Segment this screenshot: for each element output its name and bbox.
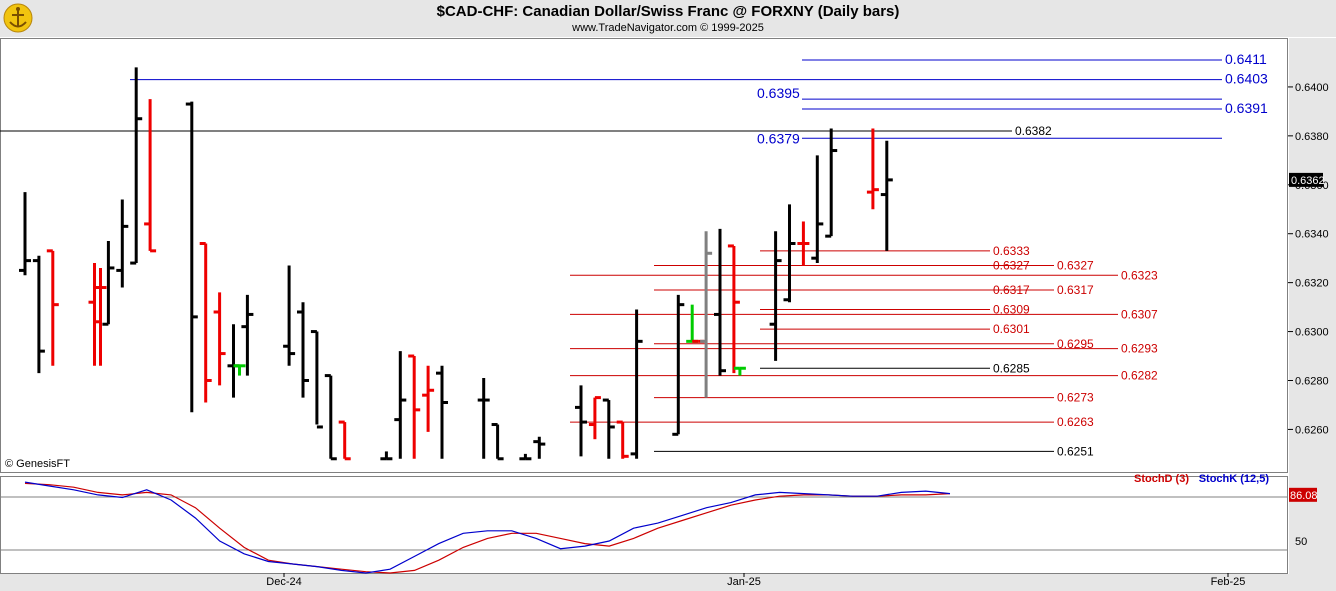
ohlc-bar[interactable] <box>283 265 296 366</box>
level-label-0.6333: 0.6333 <box>993 244 1030 258</box>
level-label-0.6309: 0.6309 <box>993 303 1030 317</box>
ohlc-bar[interactable] <box>297 302 309 398</box>
ohlc-bar[interactable] <box>102 241 115 326</box>
level-label-0.6327: 0.6327 <box>993 259 1030 273</box>
anchor-logo-icon <box>3 3 33 33</box>
stoch-d-line <box>24 482 951 574</box>
ohlc-bar[interactable] <box>116 199 129 288</box>
level-label-0.6293: 0.6293 <box>1121 342 1158 356</box>
ohlc-bar[interactable] <box>575 385 587 457</box>
level-label-0.6317: 0.6317 <box>1057 283 1094 297</box>
level-label-0.6411: 0.6411 <box>1225 51 1267 67</box>
bottom-axis-background <box>0 574 1289 591</box>
ohlc-bar[interactable] <box>233 364 246 376</box>
ohlc-bar[interactable] <box>533 436 546 459</box>
stoch-d-legend: StochD (3) <box>1134 473 1189 485</box>
ohlc-bar[interactable] <box>408 354 421 459</box>
last-price-box <box>1289 172 1323 187</box>
ohlc-bar[interactable] <box>797 221 810 266</box>
y-tick-label: 0.6300 <box>1295 327 1329 339</box>
ohlc-bar[interactable] <box>338 420 351 461</box>
level-label-0.6307: 0.6307 <box>1121 307 1158 321</box>
ohlc-bar[interactable] <box>616 420 629 459</box>
level-label-0.6323: 0.6323 <box>1121 268 1158 282</box>
watermark-text: © GenesisFT <box>5 458 70 470</box>
ohlc-bar[interactable] <box>310 330 323 429</box>
ohlc-bar[interactable] <box>436 365 448 459</box>
stoch-value-box <box>1289 487 1317 502</box>
ohlc-bar[interactable] <box>602 398 615 459</box>
ohlc-bar[interactable] <box>880 140 893 251</box>
x-tick-label: Jan-25 <box>727 576 761 588</box>
y-tick-label: 0.6280 <box>1295 375 1329 387</box>
ohlc-bar[interactable] <box>733 366 746 376</box>
ohlc-bar[interactable] <box>144 99 157 253</box>
ohlc-bar[interactable] <box>477 378 490 459</box>
chart-title: $CAD-CHF: Canadian Dollar/Swiss Franc @ … <box>436 3 900 20</box>
level-label-0.6327: 0.6327 <box>1057 259 1094 273</box>
y-tick-label: 0.6260 <box>1295 424 1329 436</box>
stoch-tick-label: 50 <box>1295 536 1307 548</box>
ohlc-bar[interactable] <box>46 249 59 366</box>
level-label-0.6251: 0.6251 <box>1057 444 1094 458</box>
x-tick-label: Dec-24 <box>266 576 301 588</box>
ohlc-bar[interactable] <box>825 128 838 238</box>
ohlc-bar[interactable] <box>19 192 31 276</box>
ohlc-bar[interactable] <box>714 228 726 376</box>
ohlc-bar[interactable] <box>199 241 212 403</box>
stoch-k-line <box>24 481 951 574</box>
ohlc-bar[interactable] <box>491 423 504 461</box>
level-label-0.6391: 0.6391 <box>1225 100 1268 116</box>
ohlc-bar[interactable] <box>519 453 532 461</box>
right-axis-background <box>1289 38 1336 591</box>
stochastic-panel-border <box>0 476 1288 574</box>
ohlc-bar[interactable] <box>324 374 337 461</box>
stoch-k-legend: StochK (12,5) <box>1199 473 1270 485</box>
level-label-0.6301: 0.6301 <box>993 322 1030 336</box>
level-label-0.6273: 0.6273 <box>1057 391 1094 405</box>
stoch-value-label: 86.08 <box>1290 490 1318 502</box>
chart-header <box>0 0 1336 37</box>
level-label-0.6382: 0.6382 <box>1015 124 1052 138</box>
level-label-0.6285: 0.6285 <box>993 361 1030 375</box>
level-label-0.6403: 0.6403 <box>1225 71 1268 87</box>
level-label-0.6317: 0.6317 <box>993 283 1030 297</box>
y-tick-label: 0.6400 <box>1295 82 1329 94</box>
ohlc-bar[interactable] <box>394 351 407 459</box>
chart-subtitle: www.TradeNavigator.com © 1999-2025 <box>572 22 764 34</box>
ohlc-bar[interactable] <box>727 244 740 374</box>
ohlc-bar[interactable] <box>811 155 824 264</box>
level-lines: 0.6411 0.6403 0.6395 0.6391 0.6382 0.6379 0.63… <box>0 51 1268 458</box>
y-tick-label: 0.6340 <box>1295 229 1329 241</box>
ohlc-bar[interactable] <box>672 294 685 436</box>
ohlc-bar[interactable] <box>185 101 198 413</box>
ohlc-bar[interactable] <box>241 294 254 376</box>
price-panel-border <box>0 38 1288 473</box>
ohlc-bar[interactable] <box>769 231 782 361</box>
level-label-0.6282: 0.6282 <box>1121 369 1158 383</box>
axes: 0.62600.62800.63000.63200.63400.63600.63… <box>266 82 1328 588</box>
last-price-label: 0.6362 <box>1291 175 1325 187</box>
level-label-0.6295: 0.6295 <box>1057 337 1094 351</box>
ohlc-bar[interactable] <box>380 451 393 461</box>
level-label-0.6395: 0.6395 <box>757 85 800 101</box>
y-tick-label: 0.6320 <box>1295 278 1329 290</box>
ohlc-bar[interactable] <box>32 255 45 374</box>
level-label-0.6263: 0.6263 <box>1057 415 1094 429</box>
level-label-0.6379: 0.6379 <box>757 130 800 146</box>
y-tick-label: 0.6380 <box>1295 131 1329 143</box>
stochastic-panel: StochD (3) StochK (12,5) <box>0 473 1288 574</box>
ohlc-bar[interactable] <box>422 365 435 432</box>
ohlc-bar[interactable] <box>630 309 643 459</box>
ohlc-bar[interactable] <box>213 292 226 386</box>
ohlc-bar[interactable] <box>130 67 143 265</box>
ohlc-bar[interactable] <box>94 267 107 366</box>
price-bars: © GenesisFT <box>5 67 893 470</box>
ohlc-bar[interactable] <box>588 396 601 440</box>
x-tick-label: Feb-25 <box>1211 576 1246 588</box>
ohlc-bar[interactable] <box>783 204 796 303</box>
ohlc-bar[interactable] <box>700 231 713 398</box>
ohlc-bar[interactable] <box>866 128 879 210</box>
